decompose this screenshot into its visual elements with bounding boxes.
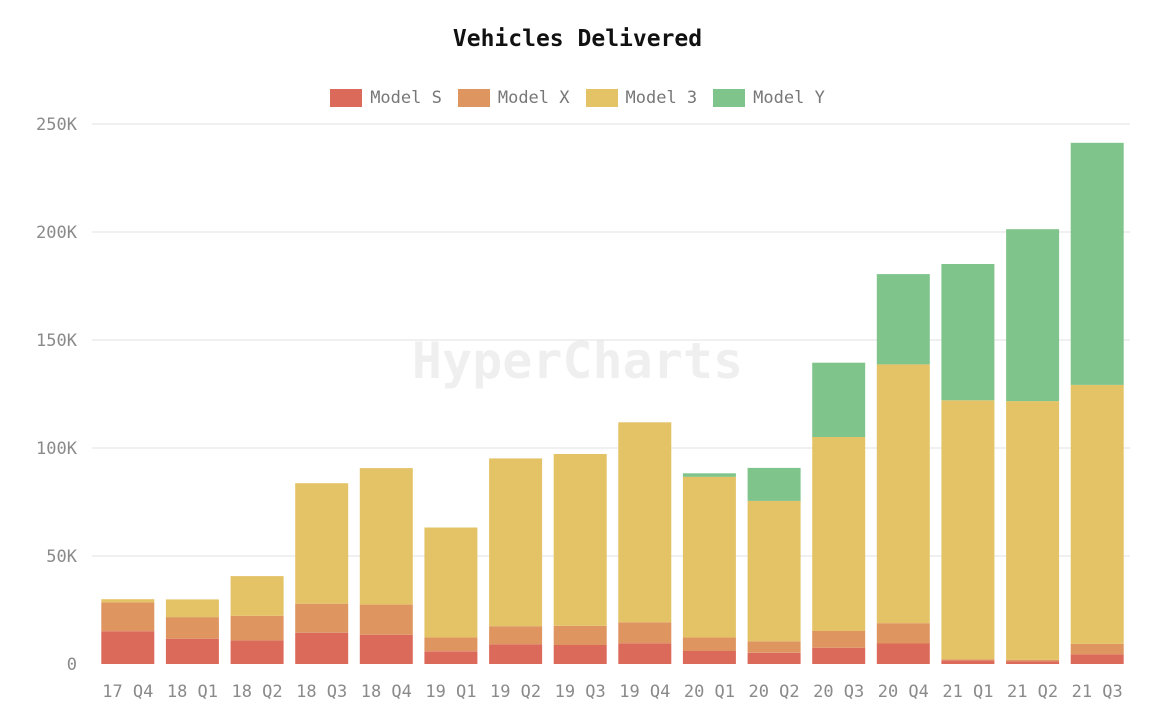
bar-segment-model-3	[682, 476, 736, 638]
x-tick-label: 21 Q2	[1007, 682, 1058, 702]
bar-segment-model-s	[1070, 654, 1124, 664]
bar-segment-model-s	[941, 660, 995, 664]
bar-segment-model-y	[747, 467, 801, 501]
bar-segment-model-x	[359, 604, 413, 635]
legend-swatch-model-x	[457, 89, 490, 107]
legend-label-model-3: Model 3	[625, 88, 698, 108]
x-tick-label: 20 Q1	[684, 682, 735, 702]
x-tick-label: 19 Q2	[490, 682, 541, 702]
bar-segment-model-3	[165, 599, 219, 618]
x-tick-label: 18 Q4	[361, 682, 412, 702]
legend-item-model-y[interactable]: Model Y	[713, 88, 825, 108]
x-tick-label: 21 Q1	[942, 682, 993, 702]
legend-swatch-model-3	[585, 89, 618, 107]
legend: Model S Model X Model 3 Model Y	[0, 88, 1150, 108]
x-tick-label: 18 Q1	[167, 682, 218, 702]
legend-label-model-y: Model Y	[753, 88, 825, 108]
bar-segment-model-3	[747, 500, 801, 642]
bar-segment-model-3	[359, 468, 413, 605]
bar-segment-model-s	[165, 638, 219, 664]
y-tick-label: 100K	[36, 439, 78, 459]
bar-segment-model-x	[553, 626, 607, 645]
legend-label-model-x: Model X	[497, 88, 570, 108]
y-tick-label: 0	[67, 655, 77, 675]
y-tick-label: 50K	[46, 547, 77, 567]
x-tick-label: 20 Q2	[748, 682, 799, 702]
bar-segment-model-s	[359, 634, 413, 664]
legend-label-model-s: Model S	[370, 88, 442, 108]
y-tick-label: 250K	[36, 115, 78, 135]
bar-segment-model-3	[618, 422, 672, 623]
x-tick-label: 18 Q2	[231, 682, 282, 702]
bar-segment-model-x	[1070, 643, 1124, 655]
bar-segment-model-s	[424, 651, 478, 664]
bar-segment-model-x	[489, 626, 543, 645]
bar-segment-model-s	[489, 644, 543, 664]
bar-segment-model-x	[812, 631, 866, 648]
legend-item-model-s[interactable]: Model S	[330, 88, 442, 108]
bar-segment-model-y	[1070, 142, 1124, 385]
bar-segment-model-3	[941, 400, 995, 660]
bar-segment-model-x	[165, 617, 219, 639]
x-tick-label: 21 Q3	[1072, 682, 1123, 702]
bar-segment-model-3	[1070, 384, 1124, 644]
bar-segment-model-x	[941, 659, 995, 661]
bar-segment-model-s	[553, 645, 607, 664]
bar-segment-model-x	[747, 641, 801, 653]
x-tick-label: 20 Q3	[813, 682, 864, 702]
bar-segment-model-x	[618, 622, 672, 644]
bar-segment-model-3	[424, 527, 478, 638]
bar-segment-model-x	[682, 637, 736, 651]
bar-segment-model-3	[489, 458, 543, 627]
x-tick-label: 19 Q3	[555, 682, 606, 702]
bar-segment-model-s	[1006, 661, 1060, 664]
y-tick-label: 200K	[36, 223, 78, 243]
bar-segment-model-s	[876, 643, 930, 664]
bar-segment-model-y	[1006, 229, 1060, 402]
legend-swatch-model-y	[713, 89, 746, 107]
bar-segment-model-3	[876, 364, 930, 624]
x-tick-label: 20 Q4	[878, 682, 929, 702]
bar-segment-model-3	[553, 454, 607, 626]
bar-segment-model-s	[230, 640, 284, 664]
bar-segment-model-3	[101, 599, 155, 603]
bar-segment-model-s	[101, 631, 155, 664]
bar-segment-model-x	[876, 623, 930, 644]
y-tick-label: 150K	[36, 331, 78, 351]
bar-segment-model-x	[101, 602, 155, 632]
x-tick-label: 19 Q4	[619, 682, 670, 702]
x-tick-label: 19 Q1	[425, 682, 476, 702]
bar-segment-model-x	[230, 615, 284, 641]
chart-title: Vehicles Delivered	[452, 26, 703, 52]
bar-segment-model-x	[424, 637, 478, 652]
bar-segment-model-y	[876, 274, 930, 365]
bar-segment-model-s	[812, 647, 866, 664]
bar-segment-model-y	[941, 264, 995, 401]
bar-segment-model-s	[295, 632, 349, 664]
legend-item-model-x[interactable]: Model X	[457, 88, 570, 108]
x-tick-label: 18 Q3	[296, 682, 347, 702]
bar-segment-model-3	[295, 483, 349, 604]
bar-segment-model-y	[812, 362, 866, 437]
bar-segment-model-3	[230, 576, 284, 616]
bar-segment-model-s	[747, 652, 801, 664]
bar-segment-model-x	[1006, 659, 1060, 662]
bar-segment-model-3	[812, 437, 866, 631]
legend-swatch-model-s	[330, 89, 363, 107]
bar-segment-model-3	[1006, 401, 1060, 660]
bar-segment-model-s	[682, 651, 736, 664]
bar-segment-model-x	[295, 603, 349, 633]
bar-segment-model-y	[682, 473, 736, 477]
bar-segment-model-s	[618, 643, 672, 664]
legend-item-model-3[interactable]: Model 3	[585, 88, 698, 108]
x-tick-label: 17 Q4	[102, 682, 153, 702]
